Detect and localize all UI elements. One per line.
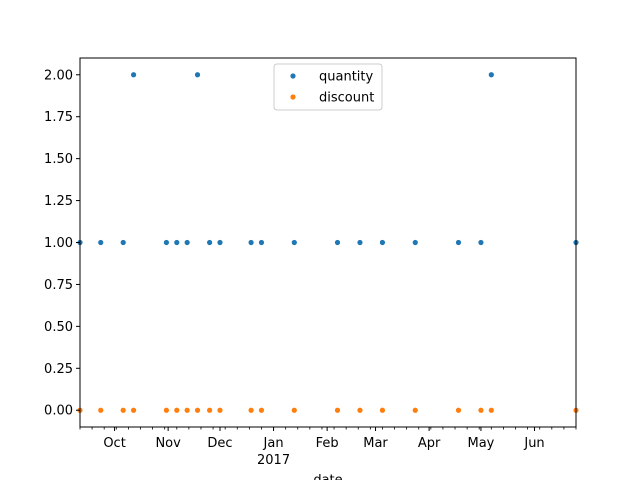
axes-frame — [79, 57, 577, 428]
discount-point — [184, 407, 190, 413]
discount-point — [291, 407, 297, 413]
legend-marker-quantity — [290, 73, 296, 79]
x-axis-title: date — [313, 473, 342, 480]
y-tick-label: 1.00 — [44, 236, 73, 251]
series-discount — [77, 407, 579, 413]
quantity-point — [291, 239, 297, 246]
quantity-point — [120, 239, 126, 246]
quantity-point — [412, 239, 418, 246]
discount-point — [217, 407, 223, 413]
quantity-point — [488, 72, 494, 78]
x-tick-label: Jun — [523, 436, 544, 451]
discount-point — [455, 407, 462, 413]
x-tick-label: Feb — [316, 436, 339, 451]
x-tick-label: Apr — [418, 436, 441, 451]
y-tick-label: 1.75 — [44, 110, 73, 125]
legend-label-discount: discount — [319, 91, 374, 106]
y-tick-label: 0.25 — [44, 362, 73, 377]
x-tick-label: Nov — [155, 436, 181, 451]
axes: 0.00 0.25 0.50 0.75 1.00 1.25 1.50 1.75 2.00 Oct N… — [44, 68, 577, 480]
quantity-point — [478, 239, 484, 246]
x-tick-label: Mar — [363, 436, 388, 451]
discount-point — [412, 407, 418, 413]
discount-point — [357, 407, 363, 413]
quantity-point — [455, 239, 462, 246]
discount-point — [248, 407, 254, 413]
y-tick-label: 2.00 — [44, 68, 73, 83]
quantity-point — [98, 239, 104, 246]
x-tick-year-label: 2017 — [257, 453, 290, 468]
discount-point — [174, 407, 180, 413]
series-quantity — [77, 72, 579, 246]
quantity-point — [174, 239, 180, 246]
quantity-point — [194, 72, 201, 78]
legend: quantity discount — [273, 63, 383, 111]
discount-point — [194, 407, 201, 413]
x-tick-label: Oct — [103, 436, 125, 451]
quantity-point — [357, 239, 363, 246]
y-tick-label: 1.50 — [44, 152, 73, 167]
discount-point — [334, 407, 341, 413]
quantity-point — [130, 72, 137, 78]
quantity-point — [248, 239, 254, 246]
discount-point — [478, 407, 484, 413]
discount-point — [98, 407, 104, 413]
legend-box — [273, 63, 383, 111]
y-tick-label: 0.75 — [44, 278, 73, 293]
discount-point — [207, 407, 213, 413]
discount-point — [163, 407, 170, 413]
y-tick-label: 0.50 — [44, 320, 73, 335]
legend-label-quantity: quantity — [319, 70, 374, 85]
discount-point — [258, 407, 265, 413]
y-tick-label: 1.25 — [44, 194, 73, 209]
x-tick-label: May — [468, 436, 495, 451]
quantity-point — [207, 239, 213, 246]
y-tick-label: 0.00 — [44, 404, 73, 419]
discount-point — [488, 407, 494, 413]
discount-point — [130, 407, 137, 413]
discount-point — [120, 407, 126, 413]
quantity-point — [334, 239, 341, 246]
quantity-point — [163, 239, 170, 246]
quantity-point — [258, 239, 265, 246]
plot-area — [77, 72, 579, 413]
x-tick-label: Jan — [263, 436, 284, 451]
quantity-point — [379, 239, 386, 246]
discount-point — [379, 407, 386, 413]
quantity-point — [184, 239, 190, 246]
x-tick-label: Dec — [207, 436, 232, 451]
quantity-point — [217, 239, 223, 246]
legend-marker-discount — [290, 94, 296, 100]
